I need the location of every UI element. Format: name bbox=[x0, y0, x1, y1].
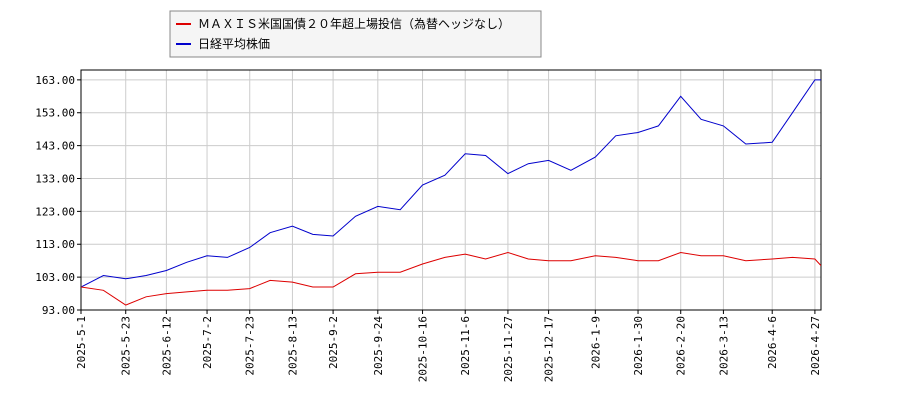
x-tick-label: 2025-6-12 bbox=[160, 316, 173, 376]
series-line-1 bbox=[81, 251, 821, 306]
x-tick-label: 2026-2-20 bbox=[675, 316, 688, 376]
x-tick-label: 2025-9-24 bbox=[372, 316, 385, 376]
legend: ＭＡＸＩＳ米国国債２０年超上場投信（為替ヘッジなし） 日経平均株価 bbox=[169, 10, 542, 58]
x-tick-label: 2025-11-27 bbox=[502, 316, 515, 382]
x-tick-label: 2025-12-17 bbox=[543, 316, 556, 382]
legend-label-series-1: ＭＡＸＩＳ米国国債２０年超上場投信（為替ヘッジなし） bbox=[198, 16, 510, 31]
x-tick-label: 2025-10-16 bbox=[417, 316, 430, 382]
y-tick-label: 93.00 bbox=[42, 304, 75, 317]
x-tick-label: 2026-1-30 bbox=[632, 316, 645, 376]
x-tick-label: 2025-7-2 bbox=[201, 316, 214, 369]
x-tick-label: 2025-5-23 bbox=[120, 316, 133, 376]
plot-frame bbox=[80, 69, 822, 311]
y-tick-label: 103.00 bbox=[35, 271, 75, 284]
x-tick-label: 2025-8-13 bbox=[286, 316, 299, 376]
legend-box bbox=[169, 10, 542, 58]
legend-label-series-2: 日経平均株価 bbox=[198, 36, 270, 51]
x-tick-label: 2026-3-13 bbox=[717, 316, 730, 376]
x-tick-label: 2026-1-9 bbox=[589, 316, 602, 369]
x-tick-label: 2025-5-1 bbox=[75, 316, 88, 369]
y-tick-label: 143.00 bbox=[35, 140, 75, 153]
x-tick-label: 2025-7-23 bbox=[244, 316, 257, 376]
plot-area: 93.00 103.00 113.00 123.00 133.00 143.00 153.0… bbox=[35, 69, 822, 382]
x-tick-label: 2025-9-2 bbox=[327, 316, 340, 369]
y-tick-label: 163.00 bbox=[35, 74, 75, 87]
y-tick-label: 133.00 bbox=[35, 172, 75, 185]
y-tick-label: 153.00 bbox=[35, 107, 75, 120]
x-tick-label: 2026-4-6 bbox=[766, 316, 779, 369]
y-tick-label: 113.00 bbox=[35, 238, 75, 251]
x-tick-label: 2026-4-27 bbox=[809, 316, 822, 376]
x-tick-label: 2025-11-6 bbox=[459, 316, 472, 376]
series-line-2 bbox=[81, 79, 821, 288]
y-tick-label: 123.00 bbox=[35, 205, 75, 218]
